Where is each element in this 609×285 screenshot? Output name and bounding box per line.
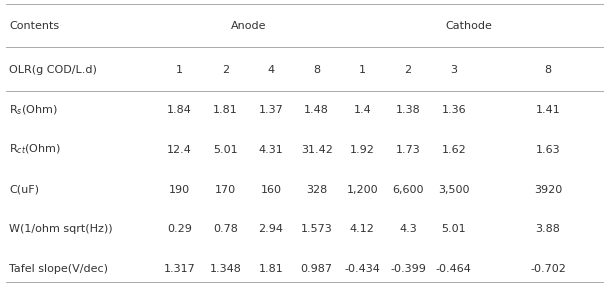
Text: 31.42: 31.42 bbox=[301, 144, 333, 155]
Text: -0.434: -0.434 bbox=[345, 264, 380, 274]
Text: 1.73: 1.73 bbox=[396, 144, 420, 155]
Text: 1.317: 1.317 bbox=[164, 264, 195, 274]
Text: OLR(g COD/L.d): OLR(g COD/L.d) bbox=[9, 65, 97, 75]
Text: Cathode: Cathode bbox=[446, 21, 492, 31]
Text: 4: 4 bbox=[267, 65, 275, 75]
Text: R$_{ct}$(Ohm): R$_{ct}$(Ohm) bbox=[9, 143, 61, 156]
Text: 1.48: 1.48 bbox=[304, 105, 329, 115]
Text: 8: 8 bbox=[313, 65, 320, 75]
Text: 2: 2 bbox=[404, 65, 412, 75]
Text: -0.702: -0.702 bbox=[530, 264, 566, 274]
Text: 1.62: 1.62 bbox=[442, 144, 466, 155]
Text: 0.78: 0.78 bbox=[213, 224, 238, 235]
Text: -0.399: -0.399 bbox=[390, 264, 426, 274]
Text: 1.92: 1.92 bbox=[350, 144, 375, 155]
Text: W(1/ohm sqrt(Hz)): W(1/ohm sqrt(Hz)) bbox=[9, 224, 113, 235]
Text: 2: 2 bbox=[222, 65, 229, 75]
Text: R$_s$(Ohm): R$_s$(Ohm) bbox=[9, 103, 58, 117]
Text: 3.88: 3.88 bbox=[536, 224, 560, 235]
Text: 1.348: 1.348 bbox=[209, 264, 241, 274]
Text: 6,600: 6,600 bbox=[392, 184, 424, 195]
Text: Contents: Contents bbox=[9, 21, 59, 31]
Text: 2.94: 2.94 bbox=[258, 224, 284, 235]
Text: 5.01: 5.01 bbox=[442, 224, 466, 235]
Text: 1.38: 1.38 bbox=[396, 105, 420, 115]
Text: C(uF): C(uF) bbox=[9, 184, 39, 195]
Text: 328: 328 bbox=[306, 184, 327, 195]
Text: -0.464: -0.464 bbox=[436, 264, 471, 274]
Text: 1.84: 1.84 bbox=[167, 105, 192, 115]
Text: 3920: 3920 bbox=[534, 184, 562, 195]
Text: 0.987: 0.987 bbox=[301, 264, 333, 274]
Text: 4.31: 4.31 bbox=[259, 144, 283, 155]
Text: 3,500: 3,500 bbox=[438, 184, 470, 195]
Text: Tafel slope(V/dec): Tafel slope(V/dec) bbox=[9, 264, 108, 274]
Text: 0.29: 0.29 bbox=[167, 224, 192, 235]
Text: 5.01: 5.01 bbox=[213, 144, 238, 155]
Text: 1.41: 1.41 bbox=[536, 105, 560, 115]
Text: 3: 3 bbox=[450, 65, 457, 75]
Text: 1: 1 bbox=[176, 65, 183, 75]
Text: 170: 170 bbox=[215, 184, 236, 195]
Text: 4.3: 4.3 bbox=[399, 224, 417, 235]
Text: 1.4: 1.4 bbox=[353, 105, 371, 115]
Text: 1: 1 bbox=[359, 65, 366, 75]
Text: 1.36: 1.36 bbox=[442, 105, 466, 115]
Text: 1.63: 1.63 bbox=[536, 144, 560, 155]
Text: 12.4: 12.4 bbox=[167, 144, 192, 155]
Text: 1,200: 1,200 bbox=[347, 184, 378, 195]
Text: 190: 190 bbox=[169, 184, 190, 195]
Text: 160: 160 bbox=[261, 184, 281, 195]
Text: 1.81: 1.81 bbox=[213, 105, 238, 115]
Text: 1.573: 1.573 bbox=[301, 224, 333, 235]
Text: 8: 8 bbox=[544, 65, 552, 75]
Text: Anode: Anode bbox=[231, 21, 266, 31]
Text: 1.37: 1.37 bbox=[259, 105, 283, 115]
Text: 1.81: 1.81 bbox=[259, 264, 283, 274]
Text: 4.12: 4.12 bbox=[350, 224, 375, 235]
